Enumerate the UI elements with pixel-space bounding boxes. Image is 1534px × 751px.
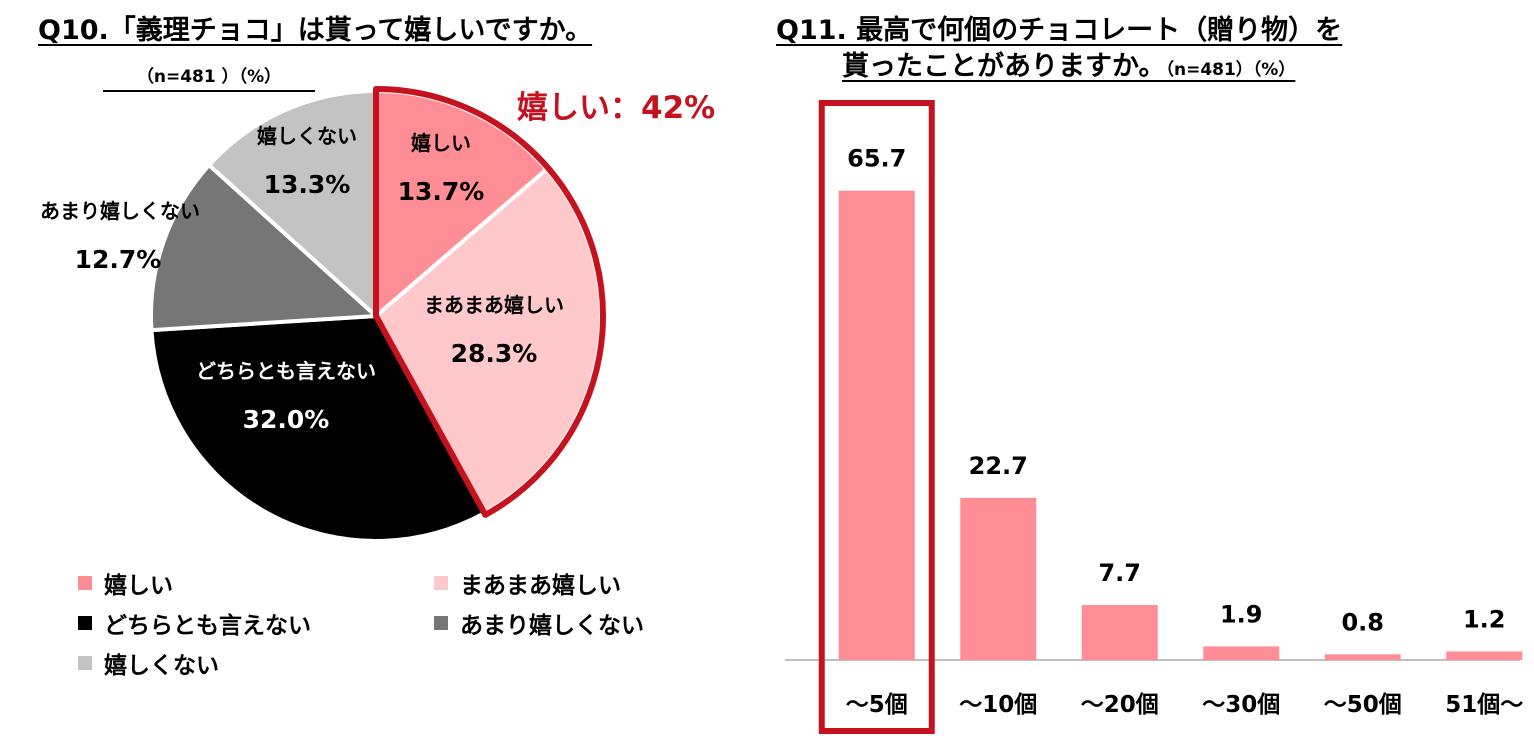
q10-subtitle: （n=481 ）（%） <box>103 62 315 92</box>
pie-label-maamaa: まあまあ嬉しい <box>424 293 564 317</box>
pie-slice-nai <box>206 88 378 321</box>
bar-value-30: 1.9 <box>1220 600 1263 628</box>
bar-50 <box>1324 654 1401 660</box>
legend-swatch-nai <box>78 656 92 670</box>
legend-item-nai: 嬉しくない <box>78 646 219 680</box>
pie-label-nai: 嬉しくない <box>257 124 357 148</box>
q11-title-note: （n=481）（%） <box>1165 60 1296 80</box>
bar-value-20: 7.7 <box>1098 559 1141 587</box>
bar-5 <box>838 190 915 660</box>
bar-category-50: ～50個 <box>1324 692 1402 718</box>
pie-highlight-outline <box>373 86 606 518</box>
pie-label-dochira: どちらとも言えない <box>196 359 376 383</box>
bar-30 <box>1203 646 1280 660</box>
legend-item-ureshii: 嬉しい <box>78 566 173 600</box>
pie-label-amari: あまり嬉しくない <box>40 199 200 223</box>
bar-value-5: 65.7 <box>847 145 906 173</box>
legend-swatch-maamaa <box>434 576 448 590</box>
legend-label-amari: あまり嬉しくない <box>460 613 644 639</box>
bar-value-50: 0.8 <box>1341 608 1384 636</box>
q10-title: Q10.「義理チョコ」は貰って嬉しいですか。 <box>38 15 593 46</box>
pie-pct-dochira: 32.0% <box>243 405 330 434</box>
legend-label-ureshii: 嬉しい <box>104 573 173 599</box>
bar-51plus <box>1446 651 1523 660</box>
legend-item-dochira: どちらとも言えない <box>78 606 311 640</box>
q11-title: Q11. 最高で何個のチョコレート（贈り物）を <box>776 15 1343 46</box>
bar-category-10: ～10個 <box>959 692 1037 718</box>
pie-pct-amari: 12.7% <box>75 245 162 274</box>
legend-label-maamaa: まあまあ嬉しい <box>460 573 621 599</box>
bar-category-20: ～20個 <box>1081 692 1159 718</box>
bar-category-30: ～30個 <box>1202 692 1280 718</box>
q11-title-line2: 貰ったことがありますか。（n=481）（%） <box>842 50 1295 87</box>
q11-bar-chart: 65.7 ～5個 22.7 ～10個 7.7 ～20個 1.9 ～30個 0.8 ～50個 1.2 5… <box>785 100 1523 734</box>
legend-label-dochira: どちらとも言えない <box>104 613 311 639</box>
bar-10 <box>960 497 1037 660</box>
bar-category-51plus: 51個～ <box>1445 692 1523 718</box>
pie-pct-ureshii: 13.7% <box>398 177 485 206</box>
pie-slice-dochira <box>149 313 488 543</box>
highlight-callout: 嬉しい：42% <box>517 90 716 126</box>
legend-item-amari: あまり嬉しくない <box>434 606 644 640</box>
legend-swatch-ureshii <box>78 576 92 590</box>
bar-category-5: ～5個 <box>846 692 908 718</box>
pie-label-ureshii: 嬉しい <box>411 131 471 155</box>
bar-value-51plus: 1.2 <box>1463 605 1506 633</box>
legend-swatch-dochira <box>78 616 92 630</box>
pie-slice-amari <box>149 162 381 333</box>
legend-label-nai: 嬉しくない <box>104 653 219 679</box>
pie-pct-nai: 13.3% <box>264 170 351 199</box>
q11-title-main: 貰ったことがありますか。 <box>842 51 1166 82</box>
pie-pct-maamaa: 28.3% <box>451 339 538 368</box>
bar-20 <box>1081 605 1158 660</box>
legend-swatch-amari <box>434 616 448 630</box>
q10-pie-chart: 嬉しい 13.7% まあまあ嬉しい 28.3% どちらとも言えない 32.0% あまり嬉しく… <box>40 86 606 543</box>
bar-value-10: 22.7 <box>969 452 1028 480</box>
bar-highlight-box <box>818 100 935 734</box>
legend-item-maamaa: まあまあ嬉しい <box>434 566 621 600</box>
